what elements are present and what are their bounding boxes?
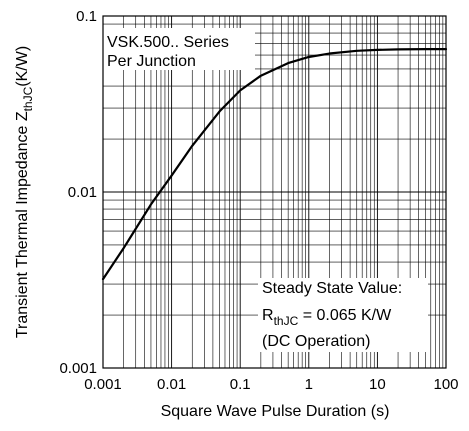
series-label-box — [103, 28, 255, 70]
y-tick-label: 0.01 — [68, 184, 97, 201]
x-tick-label: 0.001 — [84, 376, 122, 393]
steady-state-line2: RthJC = 0.065 K/W — [262, 307, 392, 328]
x-tick-label: 1 — [305, 376, 313, 393]
x-tick-label: 0.01 — [157, 376, 186, 393]
x-axis-title: Square Wave Pulse Duration (s) — [161, 403, 390, 420]
zthjc-curve-line — [101, 48, 448, 281]
steady-state-line1: Steady State Value: — [262, 280, 402, 297]
steady-state-line3: (DC Operation) — [262, 333, 370, 350]
data-series — [101, 48, 448, 281]
x-tick-label: 0.1 — [230, 376, 251, 393]
series-label-line2: Per Junction — [107, 53, 196, 70]
steady-state-box — [258, 278, 428, 352]
y-axis-title: Transient Thermal Impedance ZthJC(K/W) — [14, 46, 35, 338]
y-tick-label: 0.001 — [59, 360, 97, 377]
x-tick-label: 100 — [433, 376, 458, 393]
series-label-line1: VSK.500.. Series — [107, 34, 229, 51]
x-tick-label: 10 — [369, 376, 386, 393]
tick-labels: 0.001 0.01 0.1 1 10 100 0.001 0.01 0.1 — [59, 8, 458, 393]
y-tick-label: 0.1 — [76, 8, 97, 25]
plot-frame — [102, 15, 447, 369]
